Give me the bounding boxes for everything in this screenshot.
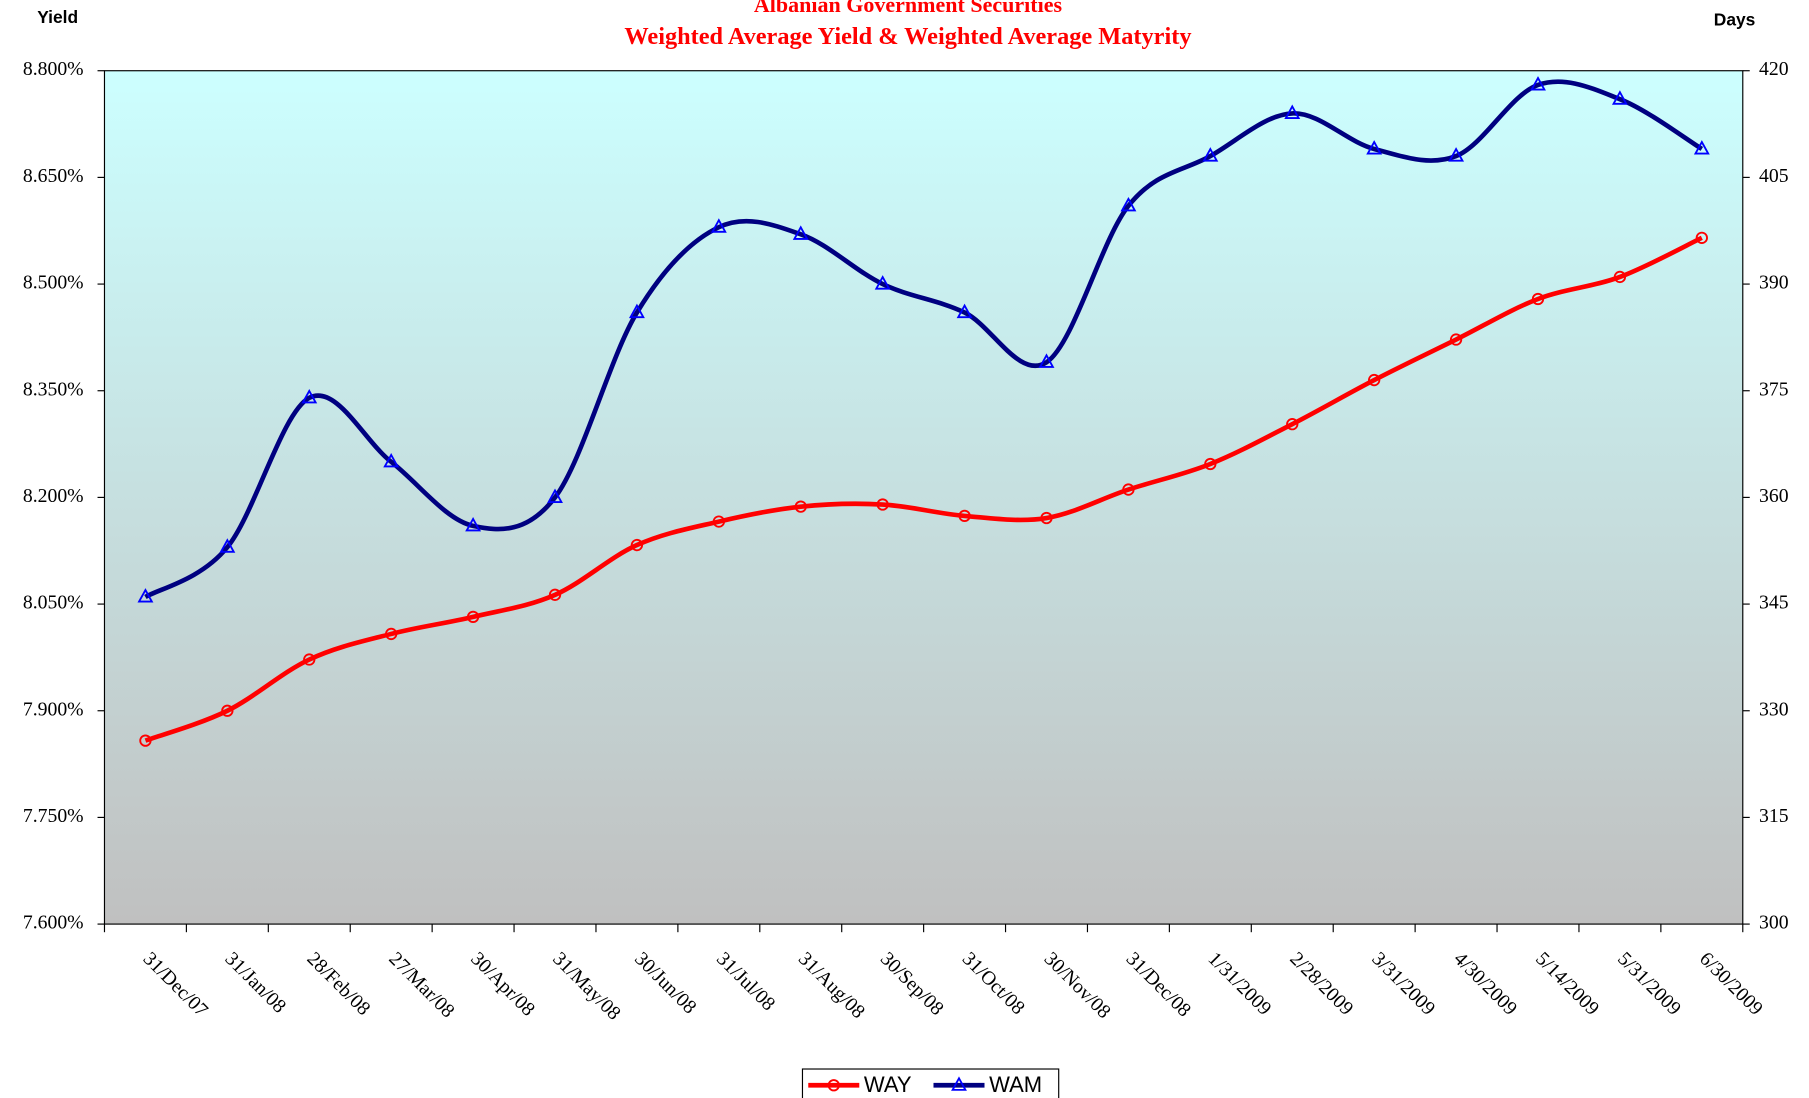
x-tick-label: 2/28/2009 [1286, 948, 1358, 1020]
marker [1120, 196, 1137, 212]
marker [1530, 76, 1546, 91]
marker [1449, 333, 1463, 346]
plot-area [103, 70, 1744, 925]
marker [1611, 90, 1628, 105]
x-tick-label: 28/Feb/08 [303, 948, 375, 1020]
marker [383, 452, 400, 468]
marker [219, 538, 236, 553]
x-tick-label: 31/May/08 [548, 948, 625, 1025]
marker [876, 498, 889, 511]
marker [303, 653, 316, 666]
y-axis-label: Yield [37, 7, 78, 27]
marker [958, 509, 971, 523]
x-tick-label: 27/Mar/08 [384, 948, 458, 1022]
marker [466, 610, 480, 624]
marker [710, 218, 727, 233]
marker [301, 388, 318, 404]
marker [547, 488, 563, 503]
marker [221, 704, 234, 717]
marker [139, 734, 152, 747]
y2-tick-label: 345 [1759, 592, 1789, 614]
y-tick-label: 7.900% [23, 698, 84, 720]
marker [1286, 418, 1299, 431]
y-tick-label: 8.500% [23, 272, 84, 294]
marker [827, 1079, 840, 1092]
marker [1613, 270, 1627, 284]
marker [1204, 457, 1217, 471]
x-tick-label: 4/30/2009 [1449, 948, 1521, 1020]
y-tick-label: 7.750% [23, 805, 84, 827]
x-tick-label: 31/Oct/08 [958, 948, 1029, 1019]
marker [1038, 353, 1055, 368]
marker [1202, 147, 1219, 162]
y2-tick-label: 315 [1759, 805, 1789, 827]
y-tick-label: 8.800% [23, 58, 84, 80]
marker [548, 588, 562, 601]
y2-tick-label: 405 [1759, 165, 1789, 187]
marker [1284, 104, 1301, 119]
marker [1448, 147, 1465, 162]
y-tick-label: 8.350% [23, 378, 84, 400]
x-tick-label: 31/Dec/07 [139, 948, 213, 1022]
marker [874, 275, 891, 290]
marker [465, 516, 482, 532]
legend-label: WAY [864, 1072, 912, 1097]
y2-tick-label: 420 [1759, 58, 1789, 80]
marker [1040, 511, 1053, 525]
marker [1531, 292, 1545, 306]
marker [630, 538, 644, 552]
marker [1122, 483, 1135, 496]
x-tick-label: 5/31/2009 [1613, 948, 1685, 1020]
x-tick-label: 30/Jun/08 [630, 948, 701, 1019]
marker [792, 225, 809, 240]
y2-tick-label: 375 [1759, 378, 1789, 400]
marker [951, 1076, 967, 1091]
y2-tick-label: 390 [1759, 272, 1789, 294]
marker [794, 500, 807, 513]
y2-tick-label: 330 [1759, 698, 1789, 720]
y2-axis-label: Days [1714, 9, 1756, 29]
x-tick-label: 31/Aug/08 [794, 948, 869, 1023]
chart-title: Albanian Government Securities [754, 0, 1063, 17]
marker [712, 515, 725, 528]
x-tick-label: 3/31/2009 [1367, 948, 1439, 1020]
x-tick-label: 31/Dec/08 [1122, 948, 1196, 1022]
legend-label: WAM [989, 1072, 1042, 1097]
series-line [144, 235, 1703, 743]
marker [1368, 373, 1381, 387]
marker [1366, 140, 1383, 155]
x-tick-label: 30/Nov/08 [1040, 948, 1115, 1023]
x-tick-label: 30/Sep/08 [876, 948, 948, 1020]
x-tick-label: 6/30/2009 [1695, 948, 1767, 1020]
x-tick-label: 1/31/2009 [1204, 948, 1276, 1020]
x-tick-label: 5/14/2009 [1531, 948, 1603, 1020]
marker [1695, 231, 1708, 244]
y2-tick-label: 300 [1759, 912, 1789, 934]
y-tick-label: 8.650% [23, 165, 84, 187]
marker [137, 588, 154, 603]
x-tick-label: 30/Apr/08 [466, 948, 539, 1021]
x-tick-label: 31/Jul/08 [712, 948, 780, 1016]
y2-tick-label: 360 [1759, 485, 1789, 507]
chart-subtitle: Weighted Average Yield & Weighted Averag… [624, 23, 1191, 50]
marker [956, 303, 973, 319]
series-line [144, 79, 1704, 599]
marker [385, 627, 398, 641]
y-tick-label: 8.200% [23, 485, 84, 507]
x-tick-label: 31/Jan/08 [221, 948, 291, 1018]
marker [1693, 140, 1710, 155]
y-tick-label: 7.600% [23, 912, 84, 934]
y-tick-label: 8.050% [23, 592, 84, 614]
marker [628, 303, 645, 319]
